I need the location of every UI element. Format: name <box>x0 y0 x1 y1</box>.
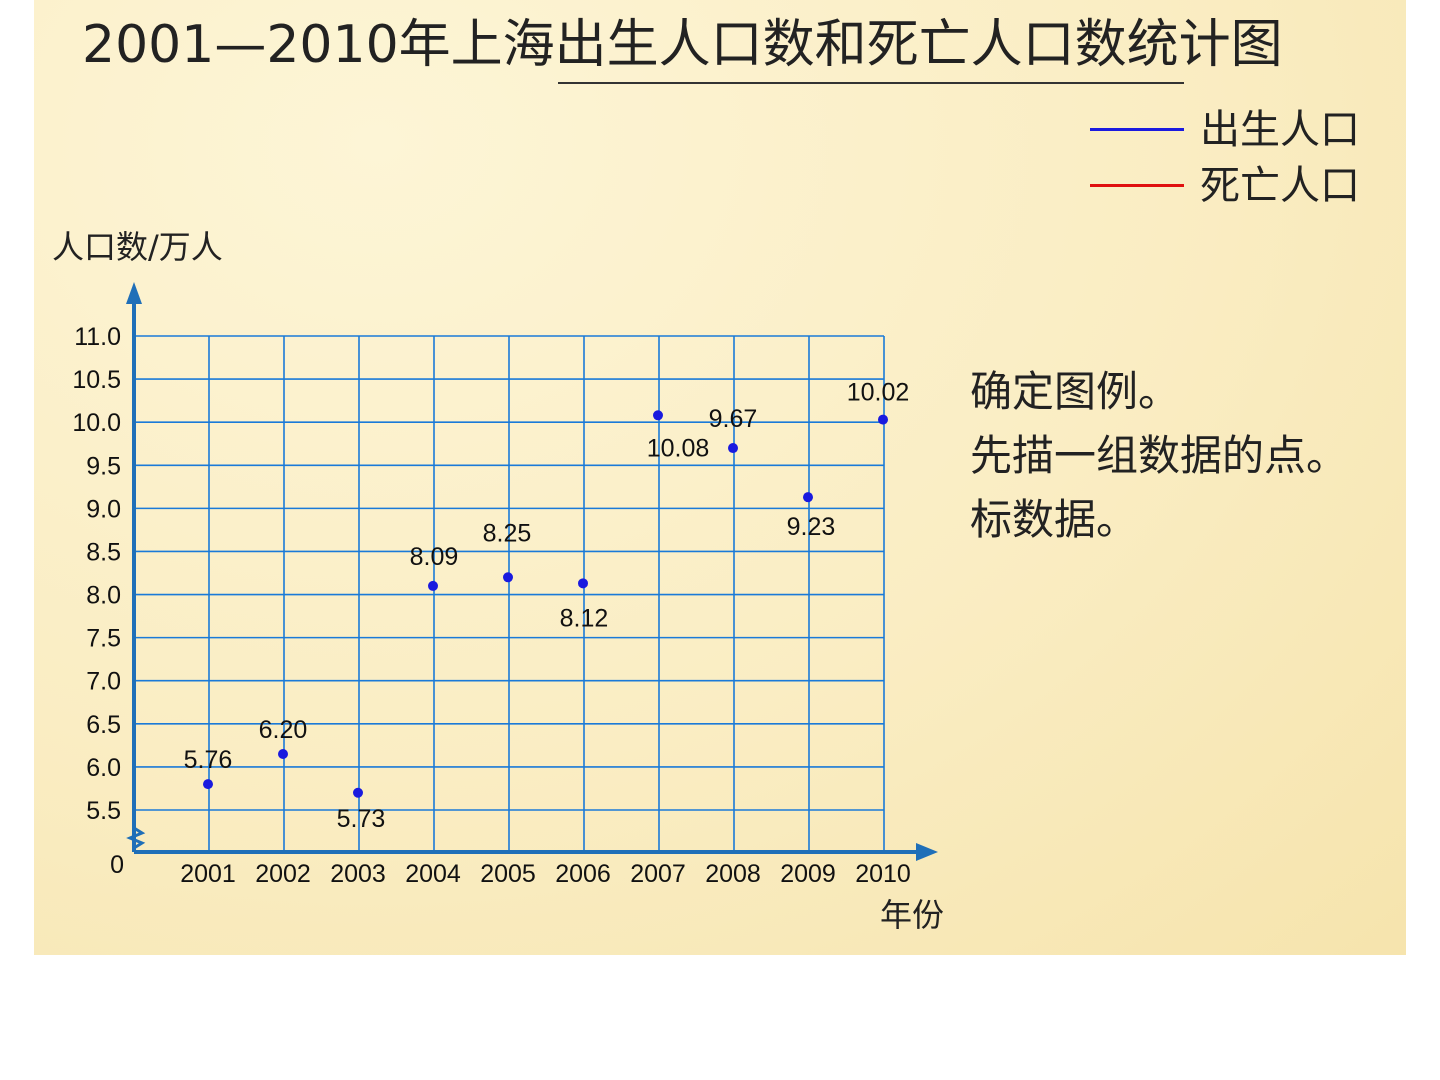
y-tick-label: 10.0 <box>72 409 121 437</box>
instruction-note: 确定图例。 先描一组数据的点。 标数据。 <box>970 360 1390 552</box>
y-tick-label: 9.5 <box>86 452 121 480</box>
x-tick-label: 2010 <box>855 860 911 888</box>
data-label: 9.23 <box>787 513 836 541</box>
data-label: 10.08 <box>647 434 710 462</box>
y-tick-label: 9.0 <box>86 495 121 523</box>
note-line-1: 确定图例。 <box>970 367 1181 416</box>
x-tick-label: 2007 <box>630 860 686 888</box>
y-tick-label: 0 <box>110 851 124 879</box>
data-point <box>503 572 513 583</box>
legend-label-death: 死亡人口 <box>1200 163 1360 209</box>
note-line-3: 标数据。 <box>970 495 1139 544</box>
slide-background <box>34 0 1406 955</box>
chart-title: 2001—2010年上海出生人口数和死亡人口数统计图 <box>82 15 1283 75</box>
data-point <box>578 578 588 589</box>
data-label: 5.73 <box>337 805 386 833</box>
x-axis-title: 年份 <box>880 896 944 934</box>
y-axis-title: 人口数/万人 <box>52 228 223 266</box>
x-tick-label: 2002 <box>255 860 311 888</box>
x-axis-arrow <box>916 843 938 861</box>
data-label: 5.76 <box>184 746 233 774</box>
x-tick-label: 2008 <box>705 860 761 888</box>
data-label: 8.12 <box>560 604 609 632</box>
y-tick-label: 10.5 <box>72 366 121 394</box>
data-point <box>278 748 288 759</box>
legend-label-birth: 出生人口 <box>1200 107 1360 153</box>
axis-break-icon <box>126 826 146 850</box>
x-tick-label: 2009 <box>780 860 836 888</box>
y-tick-label: 8.0 <box>86 582 121 610</box>
data-label: 10.02 <box>847 379 910 407</box>
x-tick-label: 2004 <box>405 860 461 888</box>
data-point <box>653 410 663 421</box>
data-label: 8.25 <box>483 519 532 547</box>
data-label: 8.09 <box>410 543 459 571</box>
x-tick-label: 2001 <box>180 860 236 888</box>
data-point <box>803 492 813 503</box>
data-label: 6.20 <box>259 716 308 744</box>
y-tick-label: 8.5 <box>86 538 121 566</box>
x-tick-label: 2006 <box>555 860 611 888</box>
y-tick-label: 5.5 <box>86 797 121 825</box>
data-point <box>878 414 888 425</box>
x-tick-label: 2003 <box>330 860 386 888</box>
title-underline <box>558 82 1184 84</box>
legend-line-birth <box>1090 128 1184 131</box>
y-tick-label: 7.0 <box>86 668 121 696</box>
data-point <box>203 779 213 790</box>
data-point <box>428 580 438 591</box>
y-tick-label: 6.0 <box>86 754 121 782</box>
note-line-2: 先描一组数据的点。 <box>970 431 1349 480</box>
x-tick-label: 2005 <box>480 860 536 888</box>
y-axis-arrow <box>126 282 142 304</box>
y-tick-label: 11.0 <box>74 323 121 351</box>
data-point <box>728 443 738 454</box>
legend-line-death <box>1090 184 1184 187</box>
data-point <box>353 787 363 798</box>
y-tick-label: 6.5 <box>86 711 121 739</box>
y-tick-label: 7.5 <box>86 625 121 653</box>
data-label: 9.67 <box>709 405 758 433</box>
